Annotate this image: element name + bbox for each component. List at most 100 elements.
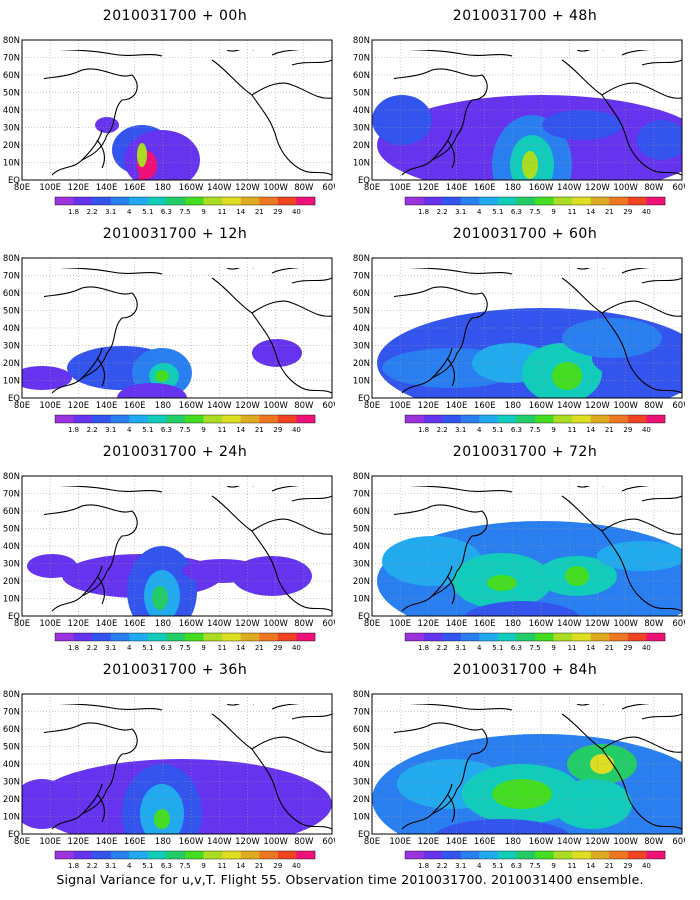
colorbar-swatch [590,415,610,423]
contour-fill [565,566,589,586]
colorbar-swatch [405,415,424,423]
x-tick-label: 60W [672,619,685,629]
y-tick-label: 40N [353,760,370,770]
y-tick-label: 80N [353,254,370,264]
x-tick-label: 100E [389,619,411,629]
x-tick-label: 140W [557,401,582,411]
x-tick-label: 180 [155,619,171,629]
colorbar-label: 4 [127,862,132,870]
map-plot: 80E 100E 120E 140E 160E 180 160W 140W 120W 100W 80… [3,36,335,216]
colorbar-label: 2.2 [87,426,98,434]
x-tick-label: 160E [474,619,496,629]
colorbar-label: 2.2 [87,862,98,870]
x-tick-label: 160E [124,183,146,193]
colorbar-label: 5.1 [492,208,503,216]
colorbar-label: 7.5 [179,862,190,870]
colorbar-swatch [479,197,499,205]
x-tick-label: 60W [322,837,335,847]
colorbar: 1.8 2.2 3.1 4 5.1 6.3 7.5 9 11 14 21 29 40 [54,196,316,216]
y-tick-label: 10N [353,377,370,387]
colorbar: 1.8 2.2 3.1 4 5.1 6.3 7.5 9 11 14 21 29 40 [404,414,666,434]
colorbar-swatch [535,415,554,423]
x-tick-label: 60W [672,183,685,193]
colorbar-swatch [553,851,573,859]
variance-field [22,339,302,398]
map-panel: 2010031700 + 72h 80E 100E 120E 140E 160E 180 16… [350,436,700,661]
x-tick-label: 140W [207,837,232,847]
x-tick-label: 100W [263,837,288,847]
map-panel: 2010031700 + 12h 80E 100E 120E 140E 160E 180 16… [0,218,350,443]
colorbar-label: 6.3 [161,208,172,216]
x-tick-label: 160W [179,183,204,193]
x-tick-label: 100E [39,401,61,411]
colorbar-swatch [479,633,499,641]
colorbar-label: 14 [586,862,595,870]
colorbar: 1.8 2.2 3.1 4 5.1 6.3 7.5 9 11 14 21 29 40 [404,850,666,870]
colorbar-swatch [55,633,74,641]
colorbar-swatch [129,415,149,423]
map-plot: 80E 100E 120E 140E 160E 180 160W 140W 120W 100W 80… [353,36,685,216]
contour-fill [137,143,147,167]
colorbar-label: 14 [586,644,595,652]
coastlines [394,268,683,394]
colorbar-label: 21 [255,426,264,434]
y-tick-label: 60N [3,507,20,517]
y-tick-label: 10N [353,159,370,169]
colorbar-swatch [590,851,610,859]
x-tick-label: 80W [294,837,314,847]
x-tick-label: 100E [39,619,61,629]
colorbar-swatch [497,851,517,859]
x-tick-label: 140W [557,619,582,629]
variance-field [27,546,312,616]
colorbar-swatch [646,415,666,423]
colorbar-swatch [423,197,443,205]
colorbar-label: 5.1 [492,862,503,870]
x-tick-label: 100E [389,183,411,193]
colorbar-label: 3.1 [455,644,466,652]
y-tick-label: 20N [3,577,20,587]
x-tick-label: 180 [155,401,171,411]
x-tick-label: 60W [322,183,335,193]
colorbar-swatch [296,415,316,423]
colorbar-label: 7.5 [179,208,190,216]
colorbar-label: 40 [292,208,301,216]
colorbar-swatch [55,197,74,205]
x-tick-label: 80E [14,619,30,629]
colorbar-swatch [277,633,297,641]
colorbar-label: 11 [568,426,577,434]
colorbar-label: 2.2 [437,644,448,652]
colorbar-swatch [572,415,592,423]
colorbar-label: 7.5 [529,862,540,870]
colorbar-label: 4 [477,644,482,652]
x-tick-label: 160W [529,619,554,629]
colorbar-label: 1.8 [418,862,429,870]
colorbar-swatch [609,633,629,641]
x-tick-label: 160W [529,183,554,193]
panel-title: 2010031700 + 60h [452,226,598,242]
colorbar-label: 40 [292,644,301,652]
colorbar-swatch [497,197,517,205]
map-panel: 2010031700 + 60h 80E 100E 120E 140E 160E 180 16… [350,218,700,443]
y-tick-label: 70N [3,708,20,718]
colorbar-swatch [259,851,279,859]
colorbar-swatch [277,851,297,859]
colorbar-label: 4 [477,208,482,216]
x-tick-label: 120W [235,837,260,847]
y-tick-label: 80N [3,254,20,264]
colorbar-label: 40 [642,644,651,652]
colorbar-swatch [296,633,316,641]
map-panel: 2010031700 + 84h 80E 100E 120E 140E 160E 180 16… [350,654,700,879]
colorbar-label: 1.8 [418,426,429,434]
x-tick-label: 60W [322,401,335,411]
colorbar-label: 3.1 [105,862,116,870]
panel-title: 2010031700 + 12h [102,226,248,242]
colorbar-label: 14 [236,862,245,870]
y-tick-label: EQ [358,176,370,186]
colorbar-label: 40 [642,426,651,434]
x-tick-label: 160E [124,837,146,847]
y-tick-label: 70N [353,708,370,718]
y-tick-label: EQ [358,612,370,622]
colorbar-swatch [460,851,480,859]
colorbar-label: 9 [201,862,205,870]
x-tick-label: 160E [124,619,146,629]
